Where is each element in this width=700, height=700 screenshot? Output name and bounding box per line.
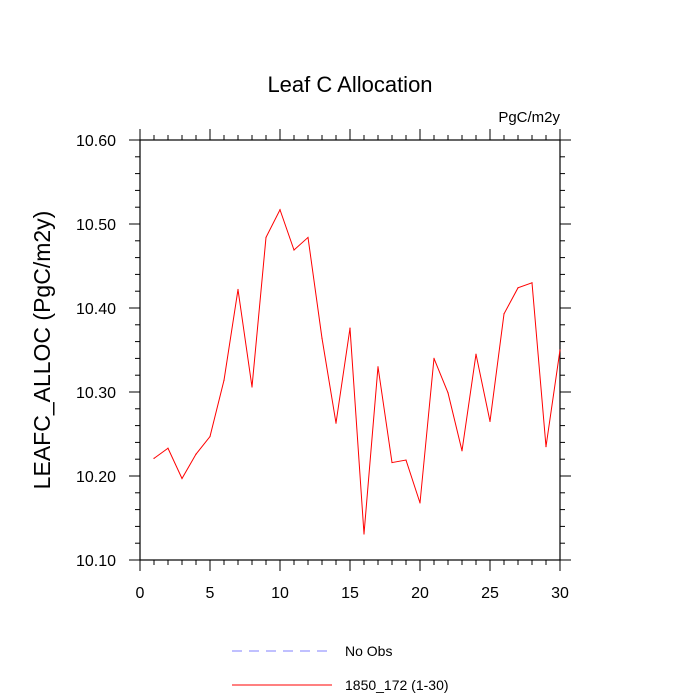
data-point — [419, 502, 421, 504]
series-line-1 — [153, 208, 561, 535]
x-tick-label: 20 — [411, 585, 429, 602]
plot-frame — [139, 139, 561, 561]
data-point — [335, 422, 337, 424]
data-point — [153, 457, 155, 459]
data-point — [447, 392, 449, 394]
data-point — [475, 353, 477, 355]
data-point — [181, 477, 183, 480]
x-tick-label: 30 — [551, 585, 569, 602]
data-point — [251, 386, 253, 388]
axis-ticks — [129, 129, 571, 571]
data-point — [321, 337, 323, 339]
axis-tick-labels: 0 5 10 15 20 25 30 10.10 10.20 10.30 10.40 10.50 10.… — [76, 133, 569, 602]
data-point — [195, 453, 197, 455]
y-tick-label: 10.10 — [76, 553, 116, 570]
data-point — [167, 447, 169, 449]
data-point — [391, 461, 393, 464]
x-tick-label: 15 — [341, 585, 359, 602]
data-point — [349, 327, 351, 329]
units-label: PgC/m2y — [498, 109, 560, 126]
y-tick-label: 10.40 — [76, 301, 116, 318]
y-tick-label: 10.30 — [76, 385, 116, 402]
data-point — [279, 209, 281, 211]
data-point — [223, 379, 225, 381]
data-point — [293, 249, 295, 251]
data-point — [237, 288, 239, 291]
data-point — [433, 357, 435, 359]
x-tick-label: 0 — [136, 585, 145, 602]
legend: No Obs 1850_172 (1-30) — [232, 643, 449, 693]
chart-title: Leaf C Allocation — [267, 72, 432, 97]
data-point — [461, 450, 463, 452]
y-axis-label: LEAFC_ALLOC (PgC/m2y) — [29, 211, 55, 490]
data-point — [405, 459, 407, 461]
data-point — [307, 236, 309, 239]
series-layer — [153, 208, 561, 535]
data-point — [489, 420, 491, 422]
x-tick-label: 25 — [481, 585, 499, 602]
data-point — [503, 313, 505, 315]
data-point — [377, 366, 379, 368]
y-tick-label: 10.60 — [76, 133, 116, 150]
y-tick-label: 10.50 — [76, 217, 116, 234]
data-point — [363, 533, 365, 535]
data-point — [265, 236, 267, 239]
data-point — [559, 349, 561, 351]
x-tick-label: 5 — [206, 585, 215, 602]
y-tick-label: 10.20 — [76, 469, 116, 486]
data-point — [209, 435, 211, 438]
data-point — [545, 446, 547, 448]
legend-label: No Obs — [345, 643, 392, 659]
data-point — [517, 287, 519, 289]
x-tick-label: 10 — [271, 585, 289, 602]
legend-label: 1850_172 (1-30) — [345, 677, 449, 693]
data-point — [531, 282, 533, 284]
